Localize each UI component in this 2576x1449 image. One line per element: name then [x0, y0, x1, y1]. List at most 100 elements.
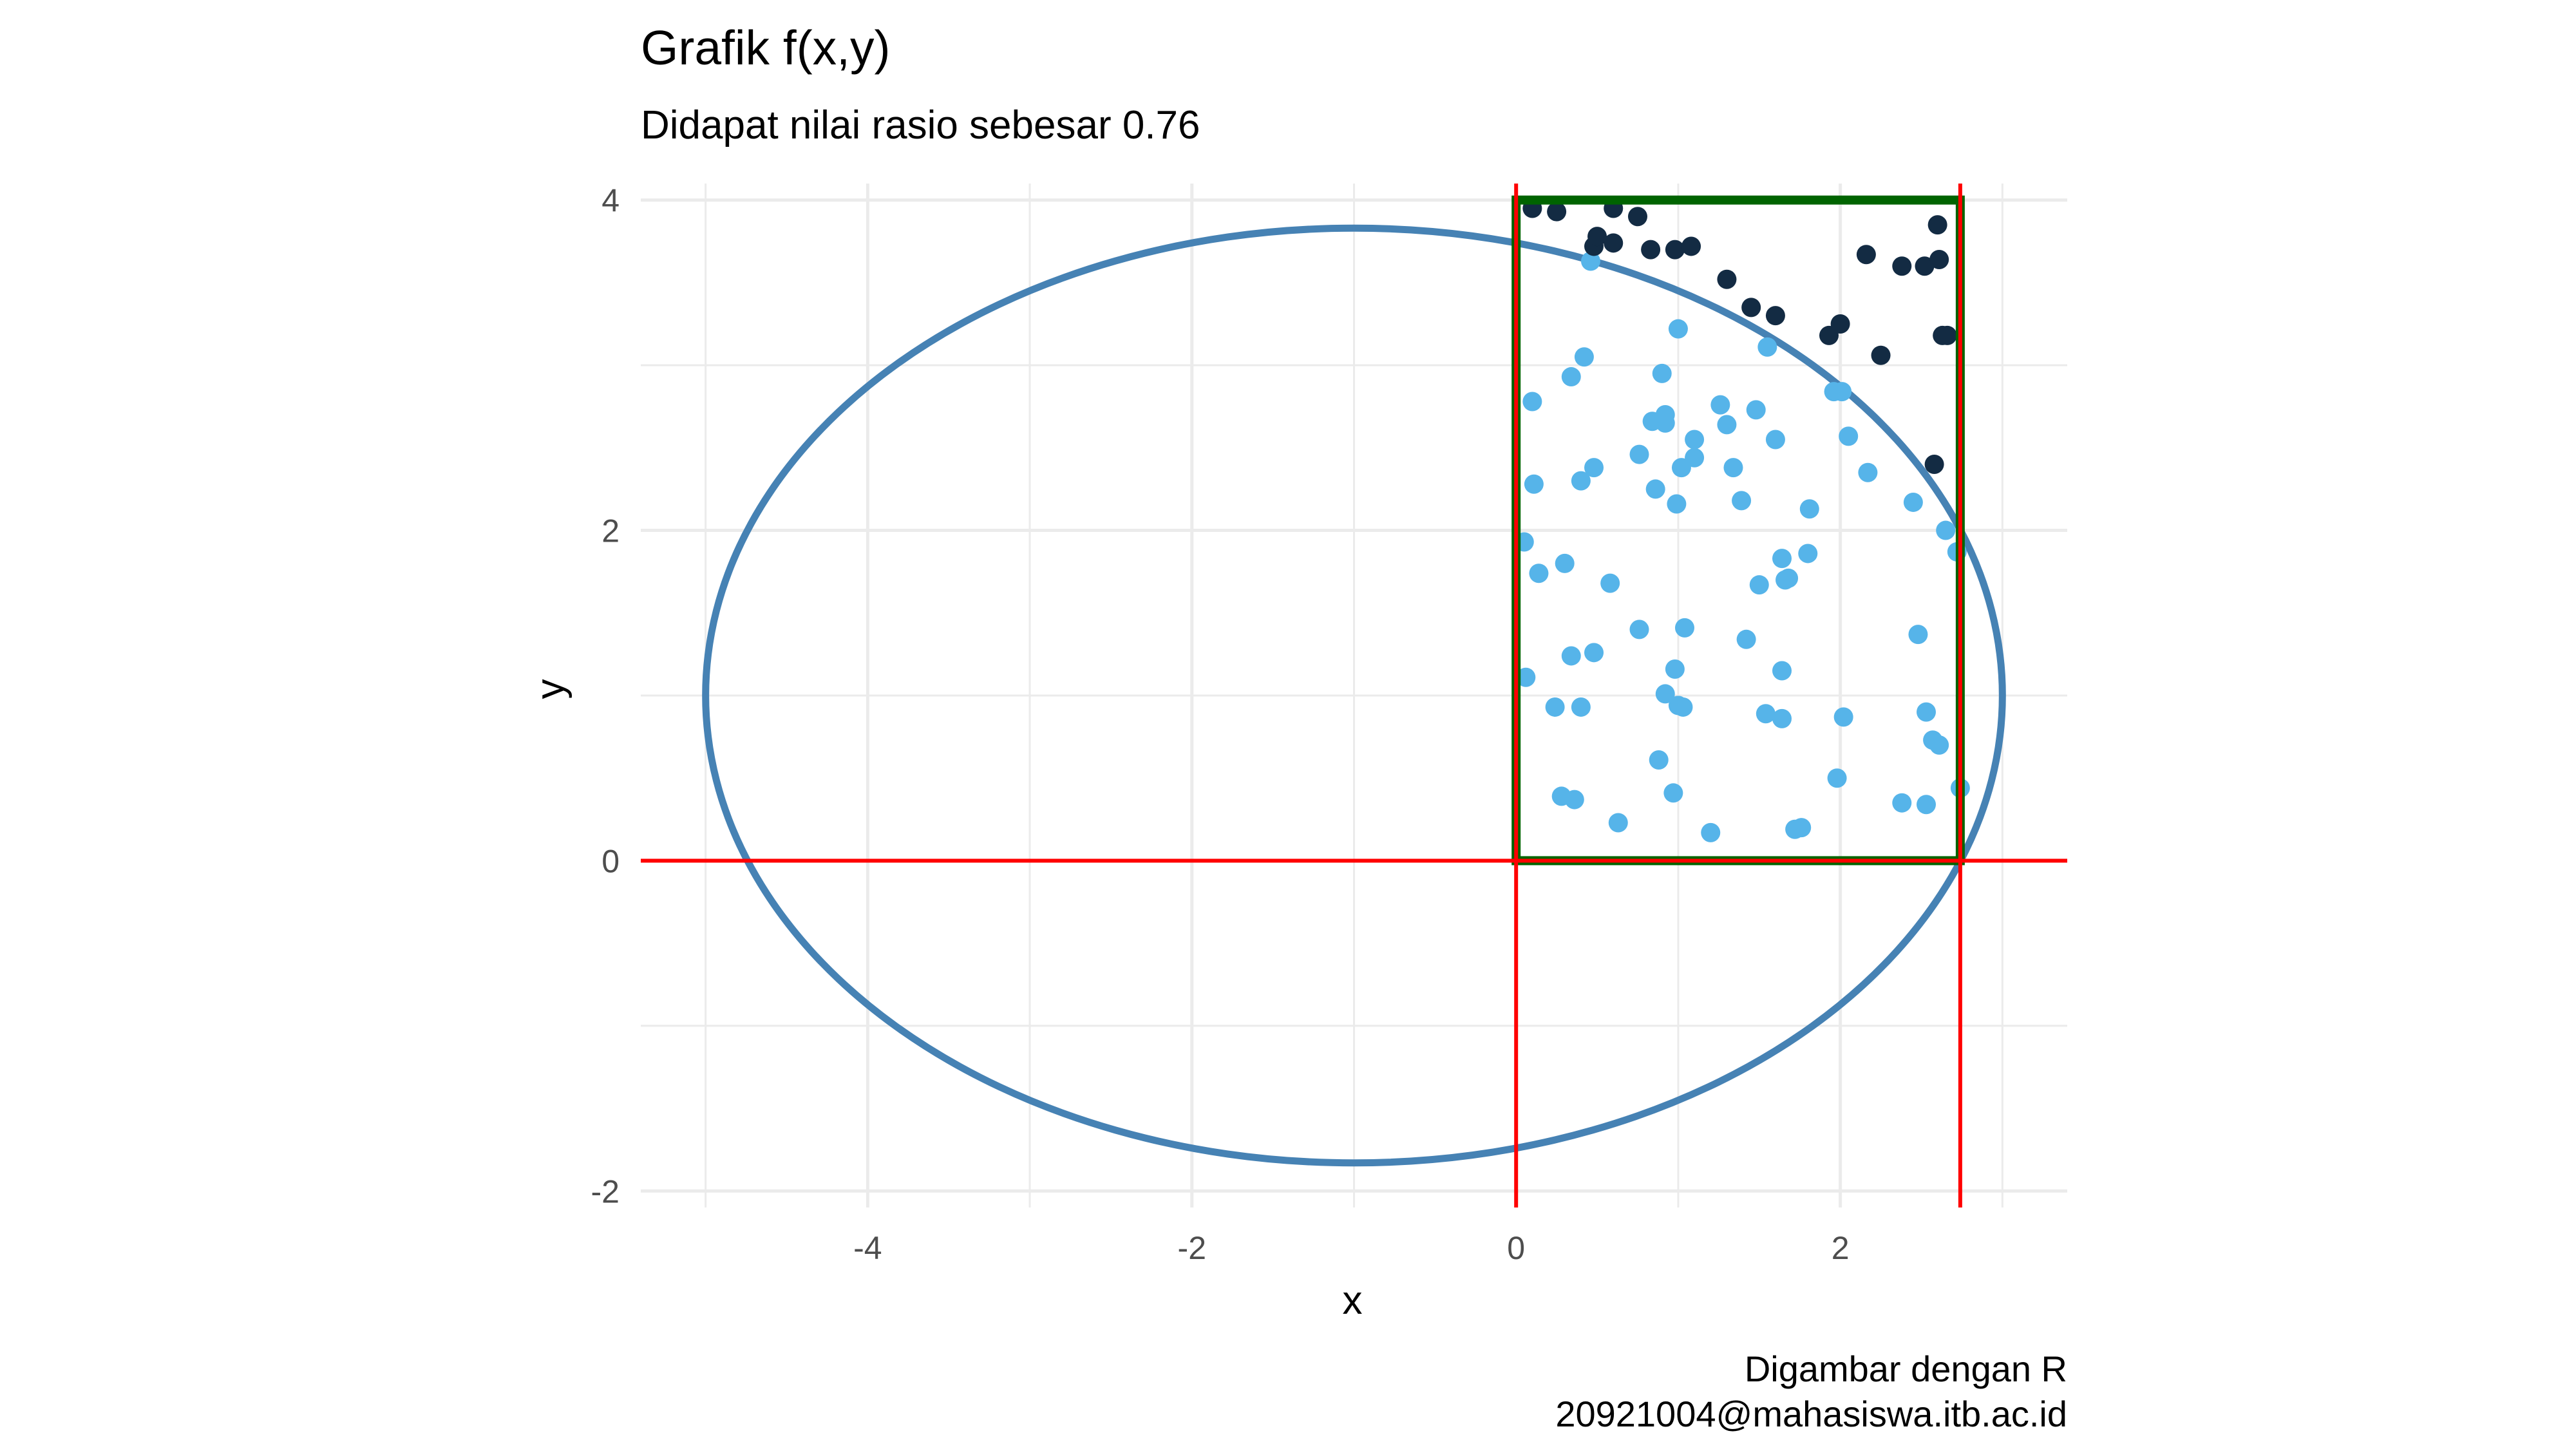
point-inside	[1522, 392, 1542, 412]
point-inside	[1772, 708, 1792, 728]
point-inside	[1746, 400, 1766, 420]
point-inside	[1674, 618, 1694, 638]
y-axis-ticks: -2 0 2 4	[591, 183, 620, 1210]
point-inside	[1571, 471, 1591, 491]
point-inside	[1629, 444, 1649, 464]
point-inside	[1655, 684, 1675, 704]
point-inside	[1564, 790, 1584, 810]
point-outside	[1765, 306, 1785, 326]
point-inside	[1772, 661, 1792, 681]
y-axis-label: y	[528, 679, 573, 699]
point-outside	[1717, 269, 1737, 289]
point-outside	[1665, 240, 1685, 260]
point-outside	[1929, 249, 1949, 269]
point-inside	[1732, 491, 1752, 511]
point-inside	[1673, 697, 1693, 717]
point-inside	[1772, 549, 1792, 569]
point-inside	[1668, 319, 1688, 339]
grid	[641, 184, 2067, 1208]
y-tick-label: -2	[591, 1173, 620, 1209]
point-inside	[1645, 479, 1665, 499]
point-inside	[1929, 735, 1949, 755]
caption-line-1: Digambar dengan R	[1745, 1349, 2067, 1389]
point-outside	[1937, 325, 1957, 345]
point-inside	[1710, 395, 1730, 415]
point-inside	[1723, 458, 1743, 478]
point-outside	[1547, 202, 1567, 222]
point-outside	[1681, 236, 1701, 256]
point-inside	[1571, 697, 1591, 717]
ellipse-boundary	[702, 224, 2006, 1167]
x-tick-label: -4	[853, 1230, 882, 1266]
point-inside	[1757, 337, 1777, 357]
reference-lines	[641, 184, 2067, 1208]
point-inside	[1779, 568, 1799, 588]
point-outside	[1924, 454, 1944, 474]
y-tick-label: 0	[601, 843, 620, 879]
point-inside	[1655, 413, 1675, 433]
point-inside	[1839, 426, 1859, 446]
point-inside	[1649, 750, 1669, 770]
y-tick-label: 4	[601, 183, 620, 219]
point-inside	[1936, 520, 1956, 540]
point-outside	[1871, 345, 1891, 365]
point-inside	[1832, 382, 1852, 402]
point-outside	[1587, 227, 1607, 247]
point-inside	[1833, 707, 1853, 727]
point-inside	[1600, 573, 1620, 593]
point-inside	[1701, 822, 1721, 842]
point-inside	[1545, 697, 1565, 717]
point-inside	[1665, 659, 1685, 679]
point-inside	[1756, 704, 1776, 724]
point-inside	[1765, 430, 1785, 450]
point-inside	[1736, 629, 1756, 649]
y-tick-label: 2	[601, 513, 620, 549]
x-tick-label: 0	[1507, 1230, 1525, 1266]
point-inside	[1685, 430, 1705, 450]
point-inside	[1574, 347, 1594, 367]
chart-subtitle: Didapat nilai rasio sebesar 0.76	[641, 103, 1200, 147]
point-inside	[1667, 494, 1687, 514]
point-inside	[1529, 564, 1549, 583]
point-inside	[1584, 458, 1604, 478]
point-outside	[1830, 314, 1850, 334]
point-inside	[1717, 415, 1737, 435]
point-inside	[1798, 544, 1818, 564]
point-inside	[1516, 667, 1536, 687]
point-inside	[1524, 474, 1544, 494]
point-inside	[1858, 462, 1878, 482]
point-inside	[1685, 448, 1705, 468]
point-outside	[1927, 215, 1947, 235]
point-inside	[1892, 793, 1912, 813]
caption-line-2: 20921004@mahasiswa.itb.ac.id	[1555, 1394, 2067, 1434]
point-outside	[1627, 207, 1647, 227]
points-layer	[1514, 198, 1970, 842]
point-inside	[1917, 795, 1937, 815]
point-outside	[1856, 245, 1876, 265]
point-inside	[1749, 575, 1769, 595]
point-outside	[1915, 256, 1935, 276]
point-inside	[1917, 702, 1937, 722]
point-inside	[1663, 783, 1683, 803]
x-tick-label: -2	[1178, 1230, 1206, 1266]
x-tick-label: 2	[1832, 1230, 1850, 1266]
point-inside	[1908, 625, 1928, 645]
point-outside	[1892, 256, 1912, 276]
point-outside	[1604, 233, 1624, 253]
point-inside	[1652, 363, 1672, 383]
point-inside	[1555, 553, 1575, 573]
point-inside	[1584, 643, 1604, 663]
point-inside	[1561, 367, 1581, 387]
point-inside	[1792, 818, 1812, 838]
point-inside	[1629, 620, 1649, 639]
point-inside	[1608, 813, 1628, 833]
chart-title: Grafik f(x,y)	[641, 21, 891, 75]
ellipse-layer	[702, 224, 2006, 1167]
x-axis-label: x	[1343, 1278, 1363, 1323]
point-inside	[1827, 768, 1847, 788]
x-axis-ticks: -4 -2 0 2	[853, 1230, 1849, 1266]
point-outside	[1741, 298, 1761, 317]
point-inside	[1561, 646, 1581, 666]
point-inside	[1580, 251, 1600, 271]
